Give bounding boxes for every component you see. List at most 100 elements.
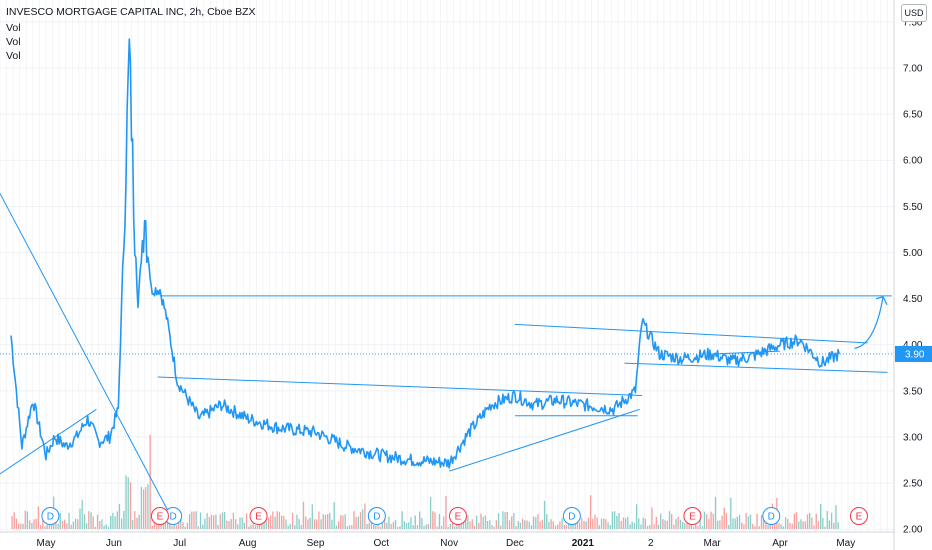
volume-bar xyxy=(79,508,81,529)
volume-bar xyxy=(787,519,789,529)
volume-bar xyxy=(383,517,386,529)
volume-bar xyxy=(107,526,110,529)
volume-bar xyxy=(99,520,101,529)
volume-bar xyxy=(366,523,368,529)
earnings-marker-label: E xyxy=(157,512,164,523)
y-tick-label: 2.00 xyxy=(903,525,923,536)
volume-bar xyxy=(736,516,739,529)
volume-bar xyxy=(46,524,48,529)
volume-indicator-label[interactable]: Vol xyxy=(6,22,21,34)
volume-bar xyxy=(81,499,83,529)
volume-bar xyxy=(92,516,94,529)
volume-bar xyxy=(655,516,657,529)
volume-bar xyxy=(454,526,456,529)
volume-bar xyxy=(620,520,622,529)
volume-bar xyxy=(13,512,15,529)
volume-bar xyxy=(324,514,327,529)
volume-bar xyxy=(125,475,127,529)
volume-bar xyxy=(394,520,397,529)
volume-bar xyxy=(114,516,116,529)
volume-bar xyxy=(471,519,473,529)
volume-bar xyxy=(504,512,506,529)
volume-indicator-label[interactable]: Vol xyxy=(6,36,21,48)
volume-bar xyxy=(589,495,592,529)
volume-bar xyxy=(664,520,666,529)
volume-bar xyxy=(199,512,202,529)
volume-bar xyxy=(596,517,598,529)
y-tick-label: 5.00 xyxy=(903,248,923,259)
volume-bar xyxy=(403,521,405,529)
currency-button[interactable]: USD xyxy=(901,4,927,22)
trendline xyxy=(624,362,888,373)
volume-bar xyxy=(670,514,673,529)
volume-bar xyxy=(508,520,511,529)
volume-bar xyxy=(495,520,498,529)
volume-bar xyxy=(598,525,600,529)
volume-bar xyxy=(333,502,335,529)
volume-bar xyxy=(576,520,579,529)
volume-bar xyxy=(322,514,324,529)
volume-bar xyxy=(701,526,703,529)
volume-bar xyxy=(528,521,530,529)
x-tick-label: Aug xyxy=(239,538,257,549)
volume-bar xyxy=(793,513,796,529)
volume-bar xyxy=(230,518,232,529)
volume-bar xyxy=(134,511,136,529)
volume-bar xyxy=(434,512,436,529)
volume-bar xyxy=(539,521,541,529)
volume-bar xyxy=(28,520,31,529)
volume-bar xyxy=(173,524,175,529)
volume-bar xyxy=(425,524,427,529)
volume-bar xyxy=(565,525,568,529)
volume-bar xyxy=(543,500,546,529)
volume-bar xyxy=(261,521,263,529)
volume-bar xyxy=(662,519,664,529)
volume-bar xyxy=(837,522,839,529)
volume-bar xyxy=(44,526,46,529)
dividend-marker-label: D xyxy=(373,512,380,523)
volume-bar xyxy=(206,512,208,529)
volume-bar xyxy=(517,521,519,529)
x-tick-label: Mar xyxy=(704,538,722,549)
volume-indicator-label[interactable]: Vol xyxy=(6,50,21,62)
volume-bar xyxy=(11,516,13,529)
x-tick-label: May xyxy=(37,538,56,549)
volume-bar xyxy=(31,523,33,529)
x-tick-label: May xyxy=(836,538,855,549)
volume-bar xyxy=(673,524,675,529)
volume-bar xyxy=(270,515,272,529)
volume-bar xyxy=(77,519,79,529)
volume-bar xyxy=(819,504,822,529)
volume-bar xyxy=(484,515,487,529)
volume-bar xyxy=(164,520,167,529)
volume-bar xyxy=(142,489,145,529)
volume-bar xyxy=(717,520,719,529)
volume-bar xyxy=(679,519,682,529)
volume-bar xyxy=(423,526,425,529)
volume-bar xyxy=(287,525,289,529)
volume-bar xyxy=(156,524,158,529)
volume-bar xyxy=(806,514,809,529)
volume-bar xyxy=(59,513,61,529)
volume-bar xyxy=(427,523,430,529)
volume-bar xyxy=(364,503,366,529)
earnings-marker-circle xyxy=(849,507,868,525)
volume-bar xyxy=(835,505,837,529)
volume-bar xyxy=(824,526,826,529)
volume-bar xyxy=(401,511,403,529)
volume-bar xyxy=(392,522,395,529)
volume-bar xyxy=(480,513,482,529)
volume-bar xyxy=(112,512,114,529)
volume-bar xyxy=(697,526,699,529)
volume-bar xyxy=(651,507,653,529)
volume-bar xyxy=(74,518,77,529)
volume-bar xyxy=(642,517,644,529)
volume-bar xyxy=(438,513,441,529)
volume-bar xyxy=(692,526,695,529)
volume-bar xyxy=(344,514,346,529)
volume-bar xyxy=(302,501,305,529)
volume-bar xyxy=(559,521,561,529)
y-tick-label: 4.50 xyxy=(903,294,923,305)
volume-bar xyxy=(734,518,736,529)
